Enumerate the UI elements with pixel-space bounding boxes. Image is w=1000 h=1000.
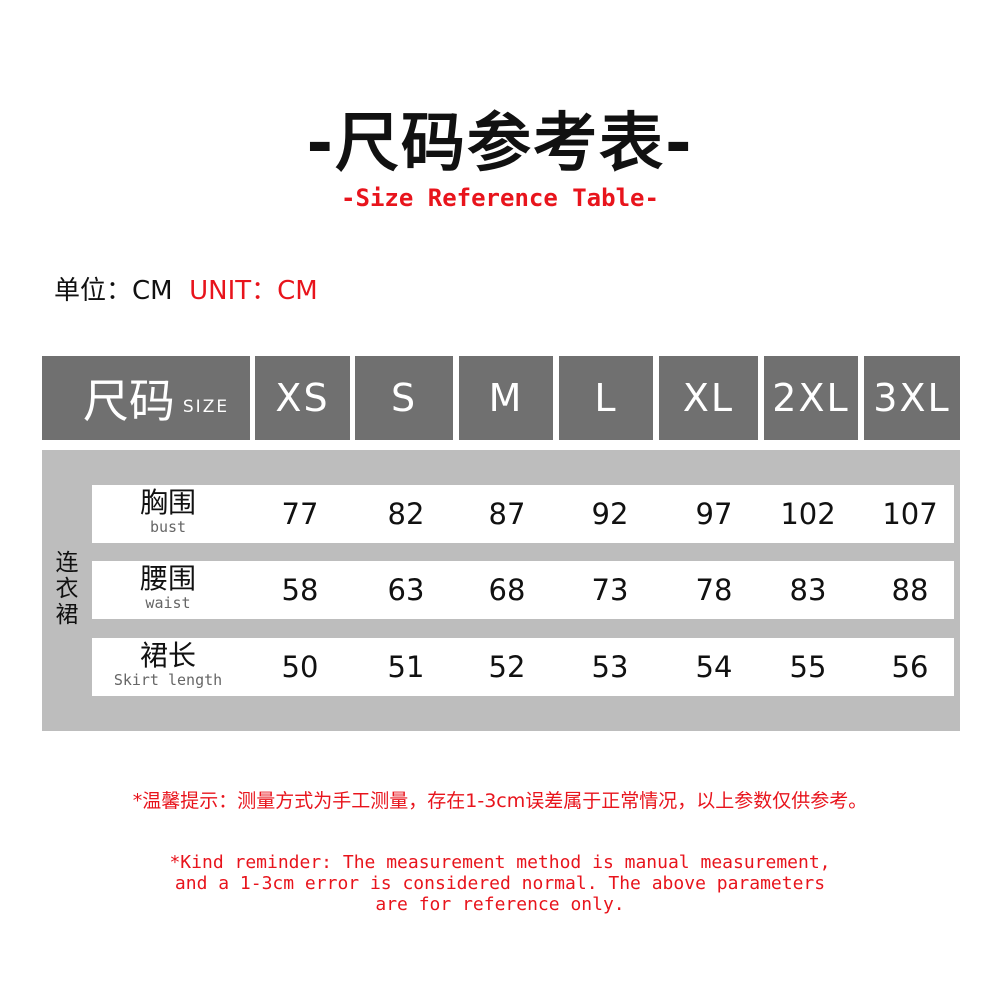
note-en: *Kind reminder: The measurement method i… [169,852,831,915]
row-label-cn: 腰围 [139,562,196,595]
table-cell: 52 [488,650,526,684]
header-size: M [459,356,553,440]
table-cell: 50 [281,650,319,684]
table-cell: 102 [780,497,836,531]
header-size-label: 尺码 SIZE [42,356,250,440]
table-cell: 88 [891,573,929,607]
table-cell: 82 [387,497,425,531]
table-cell: 55 [789,650,827,684]
table-cell: 58 [281,573,319,607]
unit-label: 单位：CM UNIT：CM [54,270,318,307]
page-subtitle: -Size Reference Table- [341,184,659,212]
table-cell: 54 [695,650,733,684]
table-cell: 107 [882,497,938,531]
header-size: S [355,356,453,440]
table-cell: 73 [591,573,629,607]
note-cn: *温馨提示：测量方式为手工测量，存在1-3cm误差属于正常情况，以上参数仅供参考… [132,790,868,812]
category-label: 连衣裙 [55,550,79,628]
table-row: 腰围 waist 58 63 68 73 78 83 88 [92,561,954,619]
table-cell: 77 [281,497,319,531]
row-label: 腰围 waist [92,562,244,612]
header-label-cn: 尺码 [82,374,175,428]
page-title: -尺码参考表- [306,107,694,181]
table-cell: 53 [591,650,629,684]
unit-cn: 单位：CM [54,276,173,306]
row-label-cn: 胸围 [139,486,196,519]
table-cell: 68 [488,573,526,607]
header-size: XS [255,356,350,440]
table-cell: 87 [488,497,526,531]
table-row: 胸围 bust 77 82 87 92 97 102 107 [92,485,954,543]
row-label: 胸围 bust [92,486,244,536]
row-label-en: Skirt length [113,671,223,689]
header-size: L [559,356,653,440]
row-label-cn: 裙长 [139,639,196,672]
unit-en: UNIT：CM [189,276,318,306]
header-size: 2XL [764,356,858,440]
table-cell: 56 [891,650,929,684]
table-cell: 51 [387,650,425,684]
row-label-en: bust [149,518,187,536]
row-label-en: waist [145,594,191,612]
header-size: XL [659,356,758,440]
table-cell: 78 [695,573,733,607]
table-row: 裙长 Skirt length 50 51 52 53 54 55 56 [92,638,954,696]
header-label-en: SIZE [182,397,230,417]
table-cell: 83 [789,573,827,607]
header-size: 3XL [864,356,960,440]
table-cell: 92 [591,497,629,531]
row-label: 裙长 Skirt length [92,639,244,689]
table-cell: 63 [387,573,425,607]
table-cell: 97 [695,497,733,531]
